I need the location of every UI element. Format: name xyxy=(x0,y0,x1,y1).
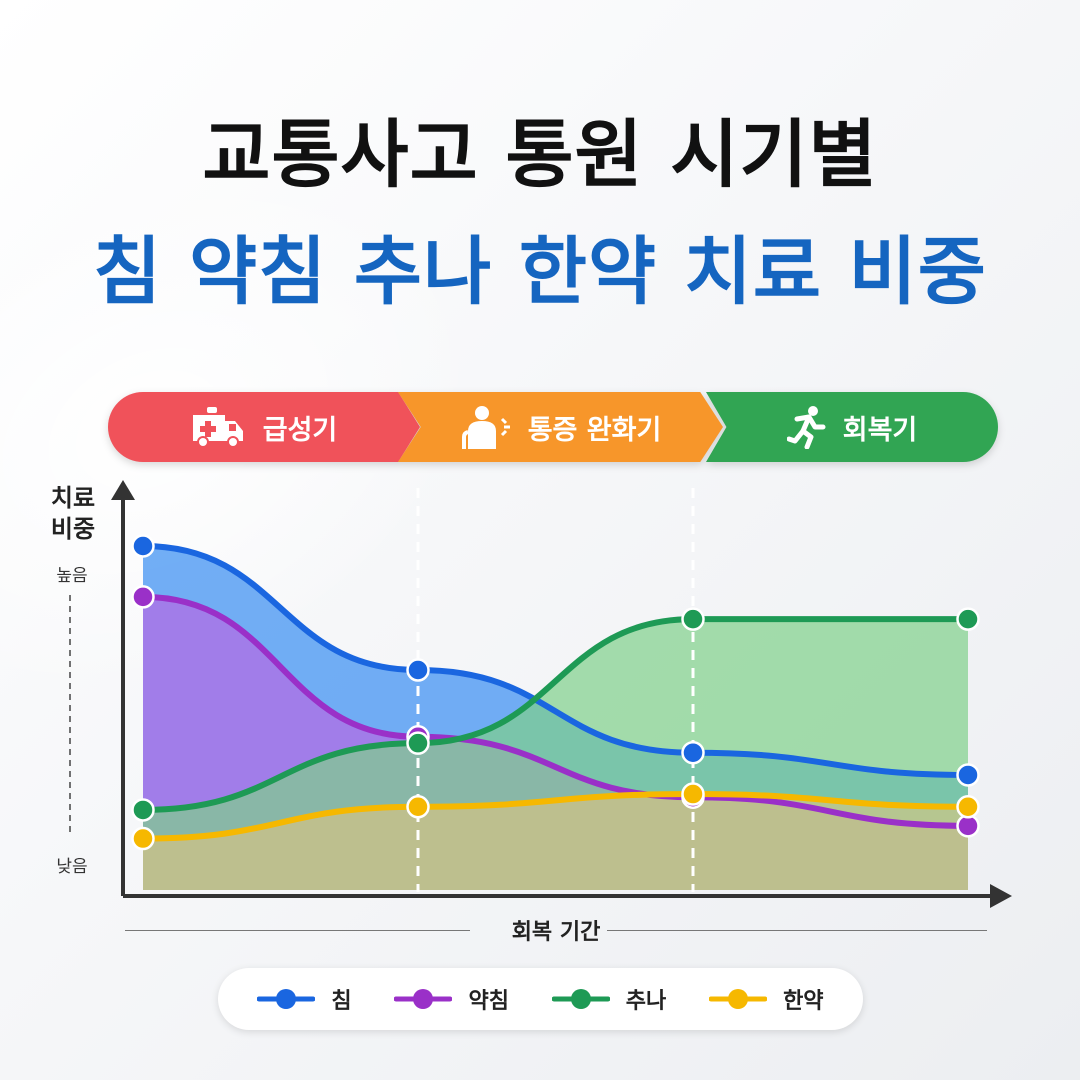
line-hanyak xyxy=(140,791,971,842)
legend-label-chuna: 추나 xyxy=(625,989,667,1014)
legend-label-hanyak: 한약 xyxy=(783,989,824,1014)
point-hanyak-1 xyxy=(406,795,430,819)
x-axis-label-area: 회복 기간 xyxy=(125,914,987,946)
x-axis-arrow xyxy=(990,884,1012,908)
ambulance-icon xyxy=(191,407,247,447)
phase-acute: 급성기 xyxy=(108,392,420,462)
point-chim-0 xyxy=(131,534,155,558)
y-axis-label: 치료 비중 xyxy=(46,483,100,545)
legend-item-chuna: 추나 xyxy=(551,983,667,1015)
point-hanyak-0 xyxy=(131,826,155,851)
axes xyxy=(69,480,1012,908)
legend-swatch-yakchim xyxy=(394,989,453,1009)
legend-label-chim: 침 xyxy=(331,989,352,1014)
legend-item-chim: 침 xyxy=(257,983,352,1015)
x-label-rule-left xyxy=(125,930,470,931)
legend-item-hanyak: 한약 xyxy=(709,983,824,1015)
legend-swatch-chuna xyxy=(551,989,610,1009)
legend-swatch-chim xyxy=(257,989,316,1009)
area-hanyak xyxy=(143,794,968,890)
line-chuna xyxy=(140,616,971,813)
phase-bar: 급성기 통증 완화기 회복기 xyxy=(108,392,998,462)
phase-recovery-label: 회복기 xyxy=(842,414,918,446)
point-chim-2 xyxy=(681,740,705,765)
point-layer xyxy=(131,534,980,851)
line-chim xyxy=(140,543,971,778)
point-hanyak-3 xyxy=(956,795,980,819)
point-chim-1 xyxy=(406,658,430,682)
title-line-2: 침 약침 추나 한약 치료 비중 xyxy=(93,229,987,315)
point-chuna-2 xyxy=(681,607,705,631)
legend: 침 약침 추나 한약 xyxy=(218,968,863,1030)
y-tick-high: 높음 xyxy=(56,566,88,586)
line-layer xyxy=(140,543,971,842)
y-axis-label-line-1: 치료 xyxy=(50,484,96,512)
y-axis-arrow xyxy=(111,480,135,500)
phase-pain-relief-label: 통증 완화기 xyxy=(527,414,662,446)
point-chuna-0 xyxy=(131,798,155,822)
point-chim-3 xyxy=(956,763,980,787)
phase-acute-label: 급성기 xyxy=(262,414,338,446)
point-yakchim-0 xyxy=(131,585,155,609)
legend-item-yakchim: 약침 xyxy=(394,983,509,1015)
phase-recovery: 회복기 xyxy=(706,392,998,462)
point-hanyak-2 xyxy=(681,782,705,806)
title-line-1: 교통사고 통원 시기별 xyxy=(202,112,878,198)
legend-label-yakchim: 약침 xyxy=(468,989,509,1014)
line-yakchim xyxy=(140,593,971,829)
x-label-rule-right xyxy=(607,930,987,931)
legend-swatch-hanyak xyxy=(709,989,768,1009)
point-chuna-1 xyxy=(406,731,430,755)
back-pain-icon xyxy=(460,405,512,449)
phase-guide-lines xyxy=(416,488,695,892)
phase-pain-relief: 통증 완화기 xyxy=(398,392,723,462)
area-layer xyxy=(143,546,968,890)
y-tick-low: 낮음 xyxy=(56,857,88,877)
running-person-icon xyxy=(786,405,827,449)
y-axis-label-line-2: 비중 xyxy=(50,515,96,543)
point-chuna-3 xyxy=(956,607,980,631)
x-axis-label: 회복 기간 xyxy=(511,920,601,945)
